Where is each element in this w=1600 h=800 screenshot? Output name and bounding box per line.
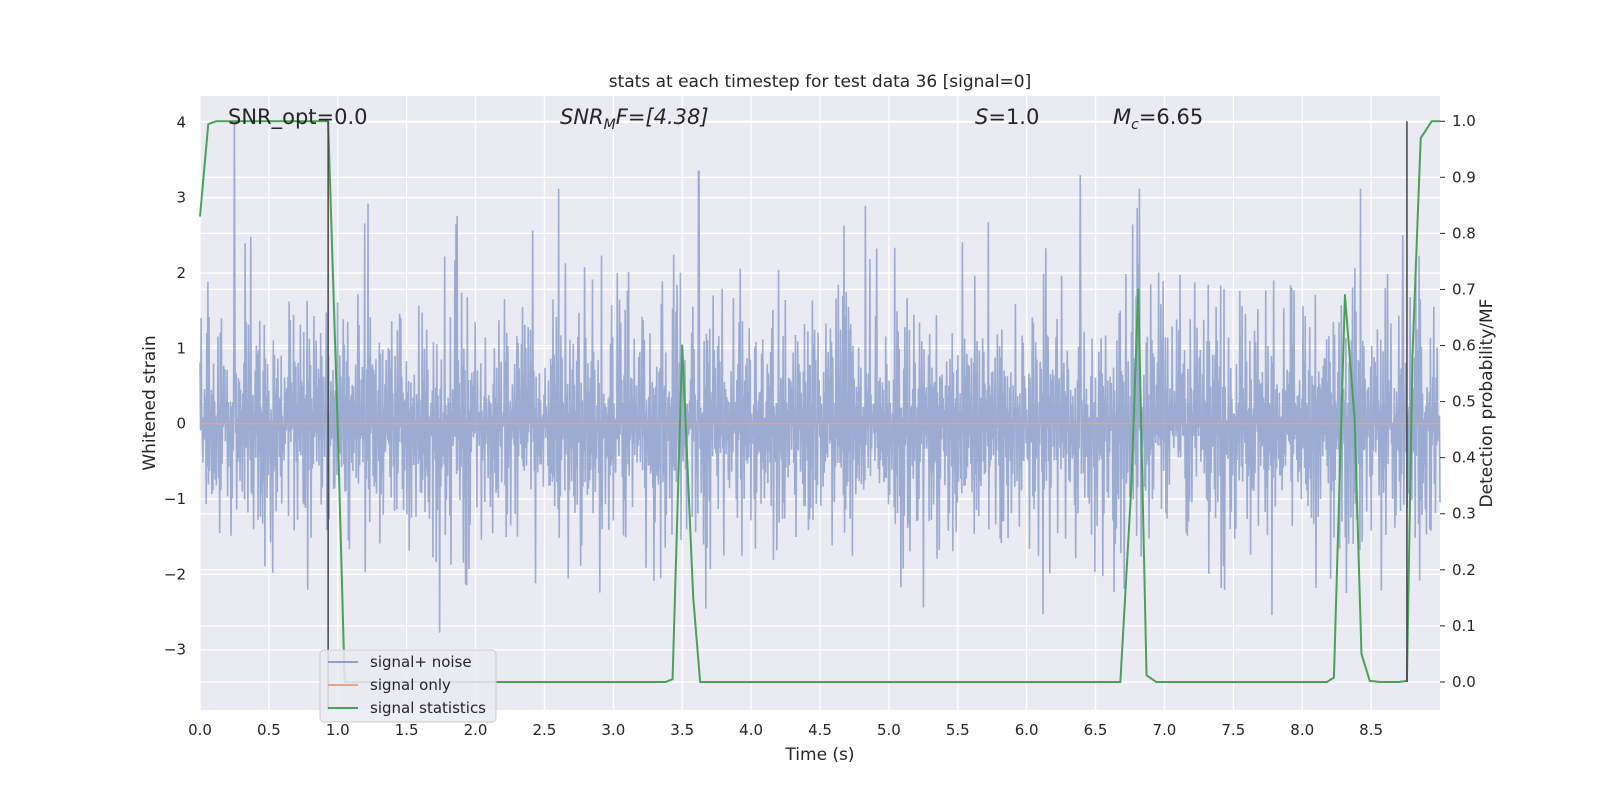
signal-statistics-line — [199, 120, 1440, 683]
x-tick-label: 3.5 — [670, 721, 694, 739]
x-tick-label: 0.5 — [257, 721, 281, 739]
y2-tick-label: 0.1 — [1452, 617, 1476, 635]
x-tick-label: 6.5 — [1084, 721, 1108, 739]
y2-tick-label: 0.5 — [1452, 393, 1476, 411]
signal-noise-line — [199, 122, 1441, 633]
y2-axis-label: Detection probability/MF — [1477, 299, 1497, 508]
x-tick-label: 7.5 — [1221, 721, 1245, 739]
x-tick-label: 5.5 — [946, 721, 970, 739]
x-tick-label: 8.0 — [1290, 721, 1314, 739]
x-tick-label: 4.0 — [739, 721, 763, 739]
signal-noise-series — [199, 122, 1441, 633]
y2-tick-label: 0.2 — [1452, 561, 1476, 579]
y2-tick-label: 1.0 — [1452, 112, 1476, 130]
signal-statistics-series — [199, 120, 1440, 683]
x-tick-label: 0.0 — [188, 721, 212, 739]
x-tick-label: 1.0 — [326, 721, 350, 739]
y2-axis-ticks: 1.0 0.9 0.8 0.7 0.6 0.5 0.4 0.3 0.2 0.1 0.0 — [1440, 112, 1476, 691]
y2-tick-label: 0.3 — [1452, 505, 1476, 523]
vertical-markers — [327, 121, 1408, 710]
annotation-mc: Mc=6.65 — [1113, 105, 1203, 133]
y2-tick-label: 0.7 — [1452, 280, 1476, 298]
y2-tick-label: 0.6 — [1452, 337, 1476, 355]
x-tick-label: 2.0 — [464, 721, 488, 739]
chart-title: stats at each timestep for test data 36 … — [609, 72, 1032, 92]
y-tick-label: −2 — [164, 565, 186, 583]
y-axis-label: Whitened strain — [140, 335, 160, 470]
legend-label-signal-only: signal only — [370, 676, 451, 694]
y-tick-label: 0 — [176, 415, 186, 433]
annotation-snr-opt: SNR_opt=0.0 — [228, 105, 368, 130]
y2-tick-label: 0.4 — [1452, 449, 1476, 467]
annotation-s: S=1.0 — [975, 105, 1039, 129]
legend-box — [319, 649, 497, 723]
y-tick-label: −3 — [164, 641, 186, 659]
annotation-snr-mf: SNRMF=[4.38] — [560, 105, 709, 133]
y-tick-label: −1 — [164, 490, 186, 508]
y-tick-label: 1 — [176, 339, 186, 357]
x-tick-label: 1.5 — [395, 721, 419, 739]
legend-label-signal-noise: signal+ noise — [370, 653, 472, 671]
legend: signal+ noise signal only signal statist… — [319, 649, 497, 723]
y-tick-label: 3 — [176, 189, 186, 207]
y-tick-label: 4 — [176, 113, 186, 131]
x-tick-label: 2.5 — [533, 721, 557, 739]
x-tick-label: 6.0 — [1015, 721, 1039, 739]
legend-label-signal-statistics: signal statistics — [370, 699, 486, 717]
x-axis-ticks: 0.0 0.5 1.0 1.5 2.0 2.5 3.0 3.5 4.0 4.5 5.0 5.5 6.0 6… — [188, 721, 1383, 739]
x-axis-label: Time (s) — [784, 745, 854, 765]
y2-tick-label: 0.9 — [1452, 168, 1476, 186]
x-tick-label: 8.5 — [1359, 721, 1383, 739]
x-tick-label: 4.5 — [808, 721, 832, 739]
x-tick-label: 7.0 — [1153, 721, 1177, 739]
y-axis-ticks: 4 3 2 1 0 −1 −2 −3 — [164, 113, 186, 658]
y-tick-label: 2 — [176, 264, 186, 282]
x-tick-label: 3.0 — [601, 721, 625, 739]
y2-tick-label: 0.8 — [1452, 224, 1476, 242]
x-tick-label: 5.0 — [877, 721, 901, 739]
y2-tick-label: 0.0 — [1452, 673, 1476, 691]
